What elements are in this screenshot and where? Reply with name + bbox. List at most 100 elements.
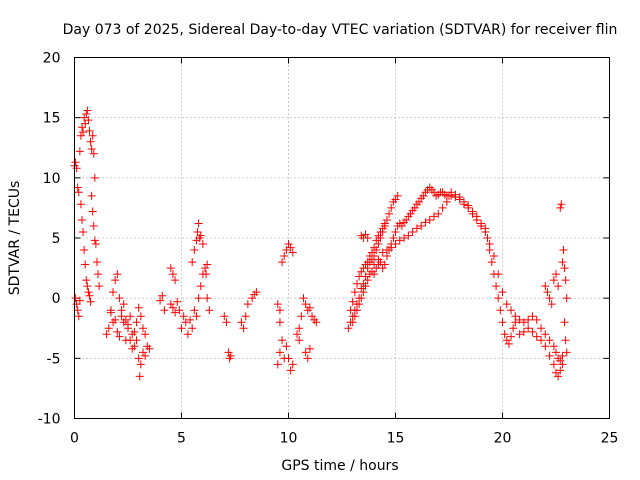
data-point bbox=[498, 318, 507, 327]
data-point bbox=[73, 306, 82, 315]
data-point bbox=[130, 327, 139, 336]
data-point bbox=[134, 354, 143, 363]
data-point bbox=[196, 231, 205, 240]
data-point bbox=[77, 215, 86, 224]
data-point bbox=[438, 203, 447, 212]
x-tick-label: 5 bbox=[177, 431, 186, 447]
data-point bbox=[126, 336, 135, 345]
data-point bbox=[87, 191, 96, 200]
data-point bbox=[352, 279, 361, 288]
data-point bbox=[378, 264, 387, 273]
data-point bbox=[239, 324, 248, 333]
data-point bbox=[284, 240, 293, 249]
data-point bbox=[175, 306, 184, 315]
data-point bbox=[194, 294, 203, 303]
data-point bbox=[81, 119, 90, 128]
data-point bbox=[504, 339, 513, 348]
y-tick-label: 20 bbox=[43, 51, 61, 67]
data-point bbox=[442, 197, 451, 206]
data-point bbox=[552, 270, 560, 279]
data-point bbox=[363, 234, 372, 242]
data-point bbox=[519, 318, 528, 327]
data-point bbox=[391, 240, 400, 249]
data-point bbox=[558, 360, 567, 369]
data-point bbox=[295, 336, 304, 345]
data-point bbox=[166, 300, 175, 309]
data-point bbox=[196, 282, 205, 291]
data-point bbox=[82, 110, 91, 119]
data-point bbox=[561, 336, 570, 345]
y-axis-label: SDTVAR / TECUs bbox=[7, 181, 23, 296]
data-point bbox=[361, 282, 370, 291]
data-point bbox=[177, 324, 186, 333]
data-point bbox=[348, 318, 357, 327]
data-point bbox=[301, 348, 310, 357]
data-point bbox=[138, 324, 147, 333]
data-point bbox=[192, 312, 201, 321]
data-point bbox=[502, 300, 511, 309]
data-point bbox=[273, 360, 282, 369]
data-point bbox=[288, 248, 297, 257]
data-point bbox=[156, 296, 165, 305]
data-point bbox=[483, 234, 492, 242]
data-point bbox=[134, 303, 143, 312]
data-point bbox=[201, 264, 210, 273]
data-point bbox=[406, 209, 415, 218]
data-point bbox=[237, 318, 246, 327]
data-point bbox=[113, 327, 122, 336]
data-point bbox=[509, 324, 518, 333]
data-point bbox=[549, 360, 558, 369]
data-point bbox=[498, 288, 507, 297]
data-point bbox=[203, 294, 212, 303]
data-point bbox=[160, 306, 169, 315]
data-point bbox=[387, 203, 396, 212]
data-point bbox=[380, 260, 389, 269]
data-point bbox=[359, 288, 368, 297]
data-point bbox=[528, 327, 537, 336]
data-point bbox=[305, 303, 314, 312]
data-point bbox=[286, 366, 295, 375]
data-point bbox=[511, 312, 520, 321]
data-point bbox=[128, 344, 137, 353]
data-point bbox=[303, 354, 312, 363]
data-point bbox=[352, 306, 361, 315]
data-point bbox=[119, 300, 128, 309]
data-point bbox=[84, 116, 93, 125]
data-point bbox=[136, 312, 145, 321]
data-point bbox=[374, 231, 383, 240]
data-point bbox=[115, 332, 124, 341]
data-point bbox=[370, 243, 379, 252]
data-point bbox=[468, 207, 477, 216]
data-point bbox=[76, 200, 85, 209]
data-point bbox=[224, 348, 233, 357]
data-point bbox=[280, 252, 289, 261]
data-point bbox=[554, 372, 563, 381]
data-point bbox=[380, 219, 389, 228]
data-point bbox=[558, 258, 567, 267]
data-point bbox=[286, 243, 295, 252]
data-point bbox=[168, 303, 177, 312]
x-tick-label: 10 bbox=[280, 431, 298, 447]
data-point bbox=[560, 264, 569, 273]
data-point bbox=[141, 330, 150, 339]
data-point bbox=[89, 221, 98, 230]
data-point bbox=[173, 297, 182, 306]
data-point bbox=[481, 224, 490, 233]
data-point bbox=[494, 270, 503, 279]
y-tick-label: -5 bbox=[47, 351, 61, 367]
data-point bbox=[241, 312, 250, 321]
data-point bbox=[90, 236, 99, 245]
data-point bbox=[485, 240, 494, 249]
data-point bbox=[138, 348, 147, 357]
x-tick-label: 15 bbox=[387, 431, 405, 447]
data-point bbox=[83, 282, 92, 291]
data-point bbox=[430, 212, 439, 221]
data-point bbox=[194, 219, 203, 228]
data-point bbox=[376, 227, 385, 236]
data-point bbox=[432, 191, 441, 200]
data-point bbox=[293, 330, 302, 339]
data-point bbox=[515, 315, 524, 324]
plot-frame bbox=[74, 57, 610, 419]
data-point bbox=[77, 123, 86, 132]
data-point bbox=[549, 276, 558, 285]
